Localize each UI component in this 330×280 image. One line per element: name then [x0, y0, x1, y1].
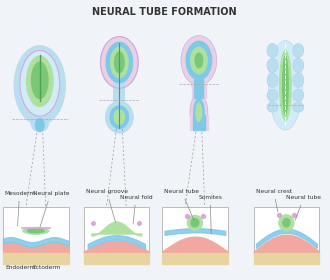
Ellipse shape [267, 59, 278, 72]
Ellipse shape [20, 50, 60, 116]
Ellipse shape [109, 105, 129, 129]
Text: Neural plate: Neural plate [33, 191, 69, 227]
Ellipse shape [293, 73, 304, 87]
Ellipse shape [279, 50, 292, 121]
FancyBboxPatch shape [253, 207, 319, 264]
Ellipse shape [267, 102, 278, 112]
Text: Neural tube: Neural tube [286, 195, 321, 220]
FancyBboxPatch shape [3, 207, 69, 264]
Polygon shape [253, 252, 319, 264]
Ellipse shape [14, 46, 66, 125]
FancyBboxPatch shape [83, 207, 149, 264]
Ellipse shape [293, 102, 304, 112]
Ellipse shape [293, 89, 304, 101]
Ellipse shape [192, 76, 206, 94]
Ellipse shape [267, 43, 278, 57]
Ellipse shape [27, 228, 45, 234]
Ellipse shape [187, 215, 203, 231]
Ellipse shape [105, 101, 133, 133]
Ellipse shape [35, 118, 45, 132]
Ellipse shape [22, 227, 50, 235]
Polygon shape [190, 115, 208, 130]
Ellipse shape [267, 73, 278, 87]
Ellipse shape [110, 46, 129, 78]
Ellipse shape [282, 55, 289, 116]
Polygon shape [192, 73, 206, 98]
Polygon shape [83, 252, 149, 264]
Ellipse shape [194, 52, 203, 68]
Polygon shape [193, 115, 205, 130]
Text: Mesoderm: Mesoderm [4, 191, 35, 226]
Text: Neural crest: Neural crest [255, 189, 292, 212]
Ellipse shape [190, 46, 208, 74]
Ellipse shape [31, 61, 49, 99]
Ellipse shape [193, 98, 205, 126]
Ellipse shape [114, 109, 125, 125]
Text: Somites: Somites [198, 195, 222, 234]
Bar [114, 81, 125, 109]
Text: Ectoderm: Ectoderm [33, 265, 61, 270]
Ellipse shape [31, 114, 49, 132]
Ellipse shape [269, 41, 302, 130]
Text: Neural groove: Neural groove [85, 189, 127, 222]
Ellipse shape [282, 218, 291, 228]
Text: NEURAL TUBE FORMATION: NEURAL TUBE FORMATION [92, 7, 236, 17]
Ellipse shape [185, 41, 212, 80]
Ellipse shape [190, 94, 208, 130]
Ellipse shape [194, 79, 203, 92]
Ellipse shape [181, 36, 217, 85]
Polygon shape [162, 252, 228, 264]
Ellipse shape [195, 102, 202, 122]
Text: Endoderm: Endoderm [5, 265, 35, 270]
Ellipse shape [105, 41, 133, 83]
Ellipse shape [293, 59, 304, 72]
FancyBboxPatch shape [162, 207, 228, 264]
Ellipse shape [293, 43, 304, 57]
Ellipse shape [278, 214, 295, 232]
Ellipse shape [114, 52, 125, 73]
Ellipse shape [190, 218, 200, 228]
Ellipse shape [100, 37, 138, 88]
Ellipse shape [267, 89, 278, 101]
Polygon shape [3, 252, 69, 264]
Text: Neural tube: Neural tube [164, 189, 199, 220]
Text: Neural fold: Neural fold [120, 195, 152, 224]
Ellipse shape [26, 55, 54, 107]
Polygon shape [194, 73, 203, 98]
